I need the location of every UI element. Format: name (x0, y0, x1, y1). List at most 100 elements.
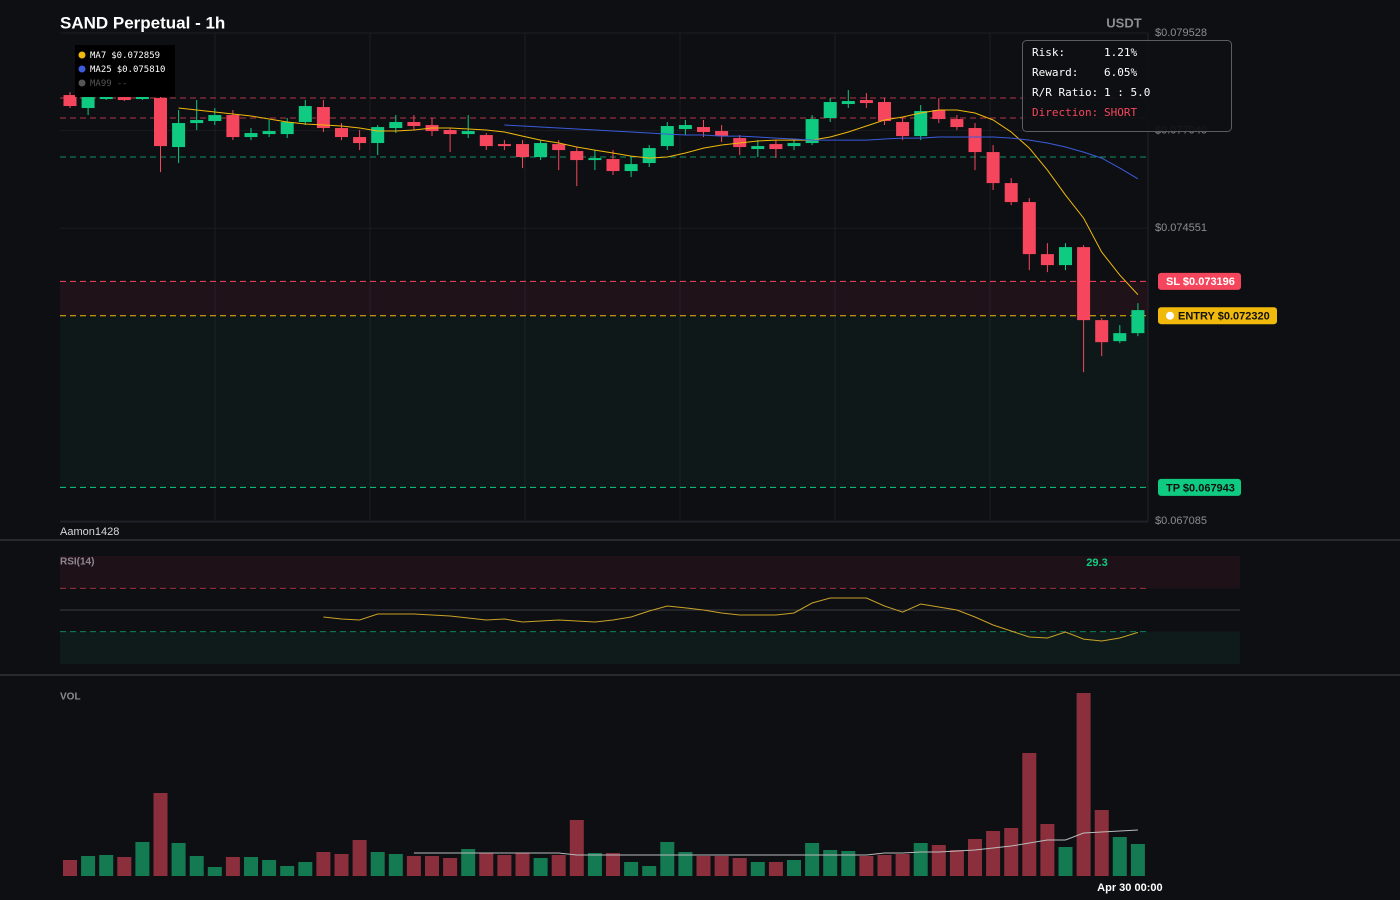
volume-bar (497, 855, 512, 876)
candle-body (190, 120, 204, 124)
candle-body (1095, 320, 1109, 343)
volume-bar (1130, 844, 1145, 876)
level-tag (1158, 307, 1277, 325)
volume-bar (370, 852, 385, 876)
volume-bar (569, 820, 584, 876)
candle-body (1131, 310, 1145, 334)
legend-label: MA99 -- (90, 79, 128, 89)
ma-line (504, 124, 1139, 180)
legend-box (75, 45, 175, 97)
y-tick-label: $0.079528 (1155, 27, 1207, 39)
candle-body (787, 143, 801, 147)
volume-bar (189, 856, 204, 876)
overbought-band (60, 556, 1240, 589)
volume-bar (1058, 847, 1073, 876)
candle-body (154, 98, 167, 147)
candle-body (371, 127, 385, 144)
volume-bar (244, 857, 258, 876)
candle-body (642, 148, 656, 164)
candle-body (262, 131, 276, 135)
candle-body (1040, 254, 1054, 266)
candle-body (769, 144, 783, 150)
volume-bar (787, 860, 801, 876)
candle-body (986, 152, 1000, 184)
volume-bar (1040, 824, 1055, 876)
candle-body (353, 137, 367, 144)
volume-bar (207, 867, 222, 876)
volume-bar (135, 842, 150, 876)
candle-body (1059, 247, 1072, 266)
volume-bar (225, 857, 240, 876)
volume-bar (334, 854, 349, 876)
volume-bar (1022, 753, 1037, 876)
candle-body (624, 164, 638, 172)
candle-body (298, 106, 312, 123)
volume-bar (750, 862, 765, 876)
volume-bar (732, 858, 747, 876)
volume-bar (1112, 837, 1127, 876)
volume-bar (877, 855, 892, 876)
volume-bar (986, 831, 1001, 876)
candle-body (715, 131, 729, 137)
volume-bar (171, 843, 186, 876)
volume-bar (587, 853, 602, 876)
volume-bar (388, 854, 403, 876)
volume-bar (931, 845, 946, 876)
info-label: Reward: (1032, 66, 1078, 79)
volume-bar (768, 862, 783, 876)
volume-bar (660, 842, 675, 876)
rsi-line (323, 597, 1139, 642)
candle-body (751, 146, 765, 150)
volume-bar (968, 839, 982, 876)
x-tick-label: Apr 30 00:00 (1097, 882, 1162, 894)
legend-value: $0.075810 (117, 65, 166, 75)
volume-bar (425, 856, 439, 876)
legend-value: -- (117, 79, 128, 89)
volume-bar (551, 855, 566, 876)
volume-bar (99, 855, 114, 876)
ma-line (178, 107, 1139, 295)
legend-dot (78, 79, 86, 87)
volume-bar (1076, 693, 1091, 876)
info-value: 6.05% (1104, 66, 1137, 79)
candle-body (1113, 333, 1127, 342)
candle-body (172, 123, 186, 148)
volume-bar (859, 856, 874, 876)
volume-bar (298, 862, 313, 876)
candle-body (1004, 183, 1018, 203)
candle-body (117, 97, 131, 101)
candle-body (208, 115, 222, 122)
candle-body (914, 111, 928, 137)
volume-bar (624, 862, 639, 876)
volume-bar (805, 843, 820, 876)
legend-label: MA25 $0.075810 (90, 65, 165, 75)
candle-body (552, 144, 566, 151)
volume-bar (895, 854, 910, 876)
candle-body (516, 144, 529, 158)
y-tick-label: $0.067085 (1155, 515, 1207, 527)
candle-body (497, 144, 511, 147)
info-value: SHORT (1104, 106, 1137, 119)
level-tag-label: ENTRY $0.072320 (1178, 311, 1270, 323)
candle-body (81, 97, 95, 109)
candle-body (479, 135, 493, 147)
volume-bar (63, 860, 77, 876)
info-box (1022, 40, 1232, 132)
volume-bar (714, 856, 729, 876)
candle-body (443, 130, 457, 135)
volume-bar (696, 856, 711, 876)
volume-bar (153, 793, 168, 876)
vol-title: VOL (60, 692, 81, 703)
candle-body (1022, 202, 1036, 255)
volume-bar (352, 840, 367, 876)
candle-body (244, 133, 258, 138)
volume-bar (280, 866, 295, 876)
volume-bar (262, 860, 277, 876)
candle-body (678, 125, 692, 130)
volume-bar (406, 856, 421, 876)
candle-body (950, 119, 964, 128)
volume-bar (443, 858, 458, 876)
